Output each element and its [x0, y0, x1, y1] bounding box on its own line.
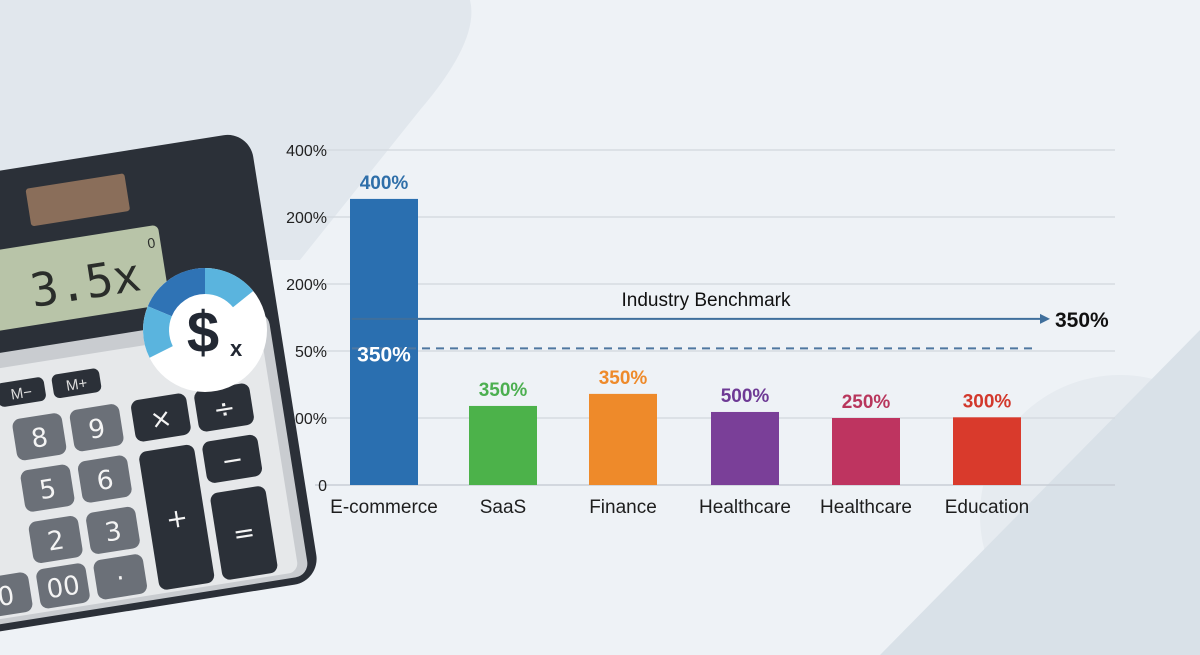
y-tick-label: 50% [295, 344, 327, 361]
bar-inner-label: 350% [357, 343, 411, 366]
svg-text:×: × [148, 403, 174, 436]
benchmark-label: Industry Benchmark [622, 290, 791, 311]
x-tick-label: Healthcare [820, 497, 912, 518]
bar [469, 405, 537, 485]
svg-text:2: 2 [45, 525, 66, 557]
bar [832, 418, 900, 485]
key-5[interactable]: 5 [20, 463, 76, 512]
x-tick-label: E-commerce [330, 497, 438, 518]
data-label: 250% [842, 392, 891, 413]
bar [953, 417, 1021, 485]
benchmark-value: 350% [1055, 309, 1109, 332]
data-label: 500% [721, 386, 770, 407]
y-tick-label: 400% [286, 143, 327, 160]
data-label: 300% [963, 391, 1012, 412]
bar [589, 393, 657, 485]
key-2[interactable]: 2 [28, 515, 84, 564]
display-indicator: 0 [146, 234, 156, 251]
svg-text:÷: ÷ [211, 393, 237, 426]
svg-text:00: 00 [45, 570, 82, 605]
svg-text:−: − [219, 444, 245, 477]
svg-text:8: 8 [29, 423, 50, 455]
key-equals[interactable]: = [209, 485, 278, 581]
key-0[interactable]: 0 [0, 571, 34, 618]
benchmark-arrow-icon [1040, 313, 1050, 324]
data-label: 350% [479, 380, 528, 401]
dollar-icon: $ [187, 300, 219, 365]
data-label: 350% [599, 368, 648, 389]
key-minus[interactable]: − [201, 434, 263, 484]
y-tick-label: 200% [286, 277, 327, 294]
key-plus[interactable]: + [138, 444, 215, 591]
svg-text:0: 0 [0, 581, 17, 613]
key-multiply[interactable]: × [130, 392, 192, 442]
key-m-plus[interactable]: M+ [51, 368, 102, 399]
x-tick-label: Finance [589, 497, 657, 518]
svg-text:9: 9 [86, 414, 107, 446]
key-decimal[interactable]: · [92, 553, 148, 600]
key-8[interactable]: 8 [11, 412, 67, 461]
calculator-display [0, 225, 170, 342]
svg-text:M+: M+ [65, 375, 89, 395]
svg-text:5: 5 [37, 474, 58, 506]
y-tick-label: 00% [295, 411, 327, 428]
y-tick-label: 0 [318, 478, 327, 495]
svg-text:+: + [164, 503, 190, 536]
bg-shape-bottom-right [880, 330, 1200, 655]
svg-text:M−: M− [10, 383, 34, 403]
key-9[interactable]: 9 [69, 403, 125, 452]
key-3[interactable]: 3 [85, 506, 141, 555]
key-m-minus[interactable]: M− [0, 376, 47, 407]
svg-text:3: 3 [103, 516, 124, 548]
x-tick-label: Healthcare [699, 497, 791, 518]
x-tick-label: SaaS [480, 497, 526, 518]
y-tick-label: 200% [286, 210, 327, 227]
svg-text:6: 6 [95, 465, 116, 497]
bar [711, 411, 779, 485]
data-label: 400% [360, 173, 409, 194]
bar [350, 198, 418, 485]
x-tick-label: Education [945, 497, 1030, 518]
svg-text:=: = [231, 517, 257, 550]
multiplier-x: x [230, 336, 243, 361]
key-divide[interactable]: ÷ [193, 382, 255, 432]
key-00[interactable]: 00 [35, 562, 91, 609]
key-6[interactable]: 6 [77, 454, 133, 503]
solar-panel [25, 173, 130, 226]
dollar-multiplier-badge: $ x [143, 268, 267, 392]
